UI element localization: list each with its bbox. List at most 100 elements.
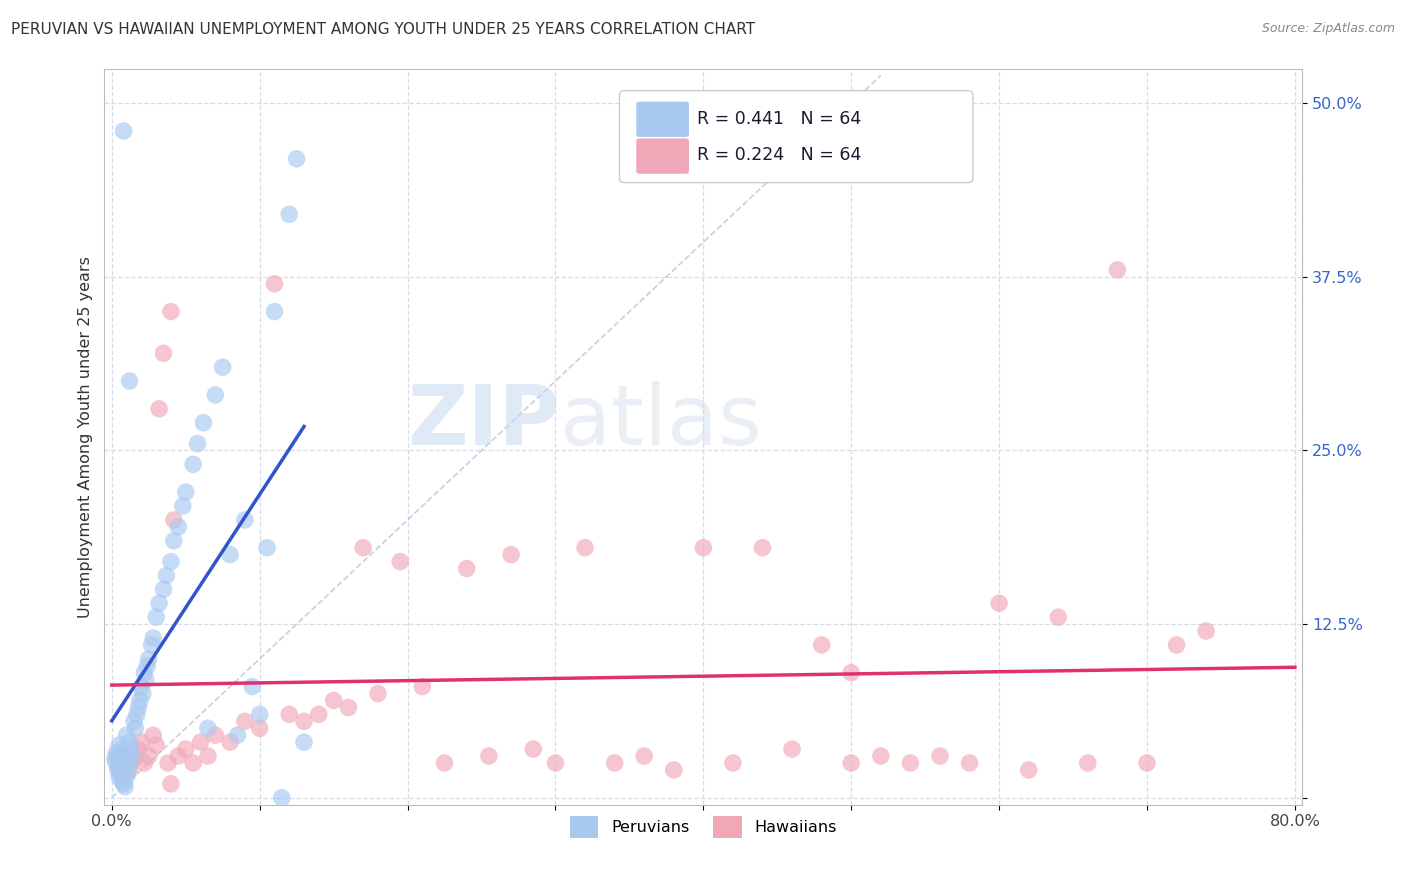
Point (124, 721, 146, 735)
Point (322, 693, 344, 707)
Point (352, 541, 374, 555)
Point (136, 658, 159, 673)
Point (120, 742, 142, 756)
Point (869, 749, 891, 764)
Point (125, 707, 148, 722)
Point (389, 555, 412, 569)
Point (197, 721, 219, 735)
Point (160, 777, 183, 791)
Point (112, 756, 135, 770)
Point (499, 548, 522, 562)
Point (132, 687, 155, 701)
Point (187, 436, 209, 450)
FancyBboxPatch shape (620, 91, 973, 183)
FancyBboxPatch shape (637, 138, 689, 174)
Point (603, 756, 626, 770)
Point (163, 513, 186, 527)
Point (337, 700, 360, 714)
Text: PERUVIAN VS HAWAIIAN UNEMPLOYMENT AMONG YOUTH UNDER 25 YEARS CORRELATION CHART: PERUVIAN VS HAWAIIAN UNEMPLOYMENT AMONG … (11, 22, 755, 37)
Point (145, 738, 167, 752)
Point (163, 533, 186, 548)
Point (839, 756, 862, 770)
Point (127, 742, 149, 756)
Point (172, 499, 194, 513)
Point (174, 485, 197, 500)
Point (233, 513, 256, 527)
Point (117, 763, 139, 777)
Text: R = 0.441   N = 64: R = 0.441 N = 64 (697, 110, 862, 128)
Text: atlas: atlas (560, 382, 761, 462)
Point (108, 738, 131, 752)
Point (134, 756, 156, 770)
Point (1195, 624, 1218, 638)
Point (108, 756, 131, 770)
Point (145, 610, 167, 624)
Point (127, 700, 149, 714)
Point (105, 746, 128, 760)
Point (115, 770, 138, 784)
Point (256, 541, 278, 555)
Point (128, 693, 150, 707)
Point (751, 541, 773, 555)
Point (193, 416, 215, 430)
Point (959, 756, 981, 770)
Point (204, 388, 226, 402)
Point (544, 756, 567, 770)
Point (433, 756, 456, 770)
Point (115, 728, 138, 742)
Point (478, 749, 501, 764)
Point (108, 760, 131, 774)
Point (112, 124, 135, 138)
Point (988, 596, 1011, 610)
Point (148, 596, 170, 610)
Point (197, 749, 219, 764)
Point (190, 735, 212, 749)
Point (131, 735, 153, 749)
Point (1136, 756, 1159, 770)
Point (107, 749, 129, 764)
Point (292, 735, 315, 749)
Point (141, 638, 163, 652)
Point (118, 756, 141, 770)
Point (118, 735, 141, 749)
Point (138, 749, 160, 764)
Point (122, 752, 145, 766)
Point (278, 207, 301, 221)
Text: Source: ZipAtlas.com: Source: ZipAtlas.com (1261, 22, 1395, 36)
Y-axis label: Unemployment Among Youth under 25 years: Unemployment Among Youth under 25 years (79, 256, 93, 617)
Point (155, 568, 177, 582)
Point (263, 277, 285, 291)
Point (112, 777, 135, 791)
Point (308, 707, 330, 722)
Point (810, 638, 832, 652)
Point (292, 714, 315, 729)
Point (211, 360, 233, 375)
Point (226, 728, 249, 742)
Text: R = 0.224   N = 64: R = 0.224 N = 64 (697, 146, 862, 164)
Point (148, 401, 170, 416)
Point (118, 374, 141, 388)
Point (134, 665, 156, 680)
Point (108, 770, 131, 784)
Point (839, 665, 862, 680)
Point (692, 541, 714, 555)
Point (204, 728, 226, 742)
Point (167, 749, 190, 764)
Point (167, 520, 190, 534)
Point (263, 304, 285, 318)
Point (152, 346, 174, 360)
Point (219, 548, 242, 562)
Point (142, 728, 165, 742)
Point (1018, 763, 1040, 777)
Point (111, 774, 134, 789)
Point (1077, 756, 1099, 770)
Point (270, 790, 292, 805)
Point (662, 763, 685, 777)
Point (112, 749, 135, 764)
FancyBboxPatch shape (637, 102, 689, 137)
Point (142, 631, 165, 645)
Point (174, 742, 197, 756)
Point (114, 749, 136, 764)
Point (105, 756, 128, 770)
Point (160, 304, 183, 318)
